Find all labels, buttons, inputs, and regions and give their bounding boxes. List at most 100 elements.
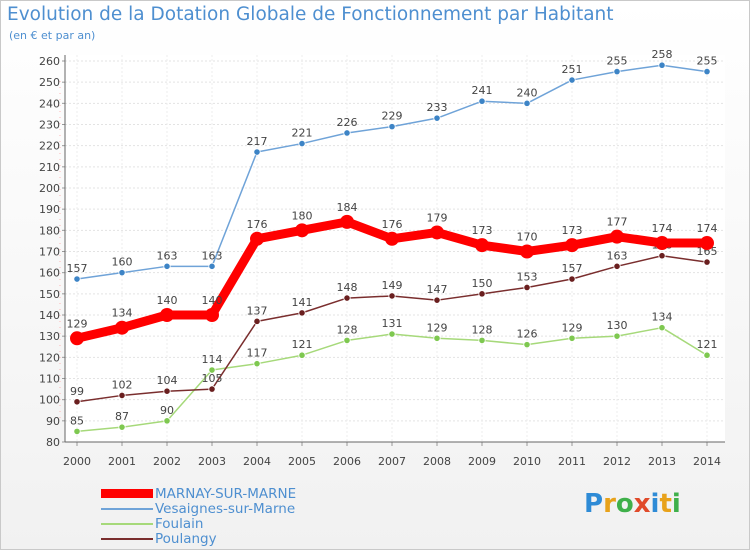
legend-label: MARNAY-SUR-MARNE <box>155 485 297 502</box>
data-point <box>298 351 306 359</box>
logo-letter: i <box>671 489 681 519</box>
data-point <box>613 67 621 76</box>
logo-letter: i <box>650 489 660 519</box>
proxiti-logo: Proxiti <box>584 489 681 519</box>
legend-swatch <box>101 507 153 510</box>
y-tick-label: 90 <box>46 415 60 428</box>
data-label: 87 <box>115 410 129 423</box>
data-point <box>253 317 261 325</box>
data-point <box>163 417 171 425</box>
data-point <box>658 252 666 260</box>
logo-letter: t <box>659 489 672 519</box>
data-label: 258 <box>652 48 673 61</box>
logo-letter: o <box>615 489 634 519</box>
data-label: 165 <box>697 245 718 258</box>
x-tick-label: 2012 <box>603 455 631 468</box>
data-label: 241 <box>472 84 493 97</box>
y-tick-label: 160 <box>39 267 60 280</box>
data-point <box>73 398 81 406</box>
data-point <box>565 238 579 253</box>
logo-letter: x <box>633 489 651 519</box>
y-tick-label: 80 <box>46 436 60 449</box>
data-label: 217 <box>247 135 268 148</box>
data-label: 114 <box>202 353 223 366</box>
data-point <box>613 262 621 270</box>
data-point <box>208 385 216 393</box>
y-tick-label: 150 <box>39 288 60 301</box>
data-point <box>478 290 486 298</box>
y-tick-label: 230 <box>39 119 60 132</box>
data-label: 149 <box>382 279 403 292</box>
data-label: 140 <box>202 294 223 307</box>
y-tick-label: 260 <box>39 55 60 68</box>
legend-item: Foulain <box>101 515 204 532</box>
data-point <box>118 423 126 431</box>
y-tick-label: 210 <box>39 161 60 174</box>
data-point <box>343 129 351 137</box>
data-label: 134 <box>112 307 133 320</box>
data-point <box>205 308 219 322</box>
x-tick-label: 2013 <box>648 455 676 468</box>
data-label: 140 <box>157 294 178 307</box>
x-tick-label: 2001 <box>108 455 136 468</box>
data-label: 163 <box>202 249 223 262</box>
data-point <box>658 61 666 69</box>
data-label: 129 <box>427 321 448 334</box>
data-label: 121 <box>292 338 313 351</box>
data-point <box>385 231 399 246</box>
data-point <box>163 387 171 395</box>
data-point <box>700 236 714 251</box>
y-tick-label: 250 <box>39 76 60 89</box>
data-label: 255 <box>697 55 718 68</box>
data-label: 251 <box>562 63 583 76</box>
data-point <box>523 341 531 349</box>
data-label: 147 <box>427 283 448 296</box>
data-point <box>388 330 396 338</box>
data-point <box>253 360 261 368</box>
data-point <box>568 334 576 342</box>
data-label: 129 <box>67 317 88 330</box>
data-label: 99 <box>70 385 84 398</box>
data-point <box>703 258 711 266</box>
data-point <box>160 308 174 322</box>
data-point <box>298 139 306 148</box>
legend-swatch <box>101 522 153 525</box>
data-label: 255 <box>607 55 628 68</box>
data-label: 163 <box>157 249 178 262</box>
data-point <box>253 148 261 156</box>
data-point <box>250 231 264 246</box>
data-label: 174 <box>697 222 718 235</box>
x-tick-label: 2000 <box>63 455 91 468</box>
data-point <box>118 269 126 277</box>
data-point <box>520 244 534 259</box>
data-point <box>523 283 531 292</box>
data-label: 131 <box>382 317 403 330</box>
data-point <box>208 262 216 270</box>
chart-subtitle: (en € et par an) <box>9 29 96 42</box>
y-tick-label: 170 <box>39 246 60 259</box>
data-point <box>73 427 81 436</box>
data-label: 128 <box>337 323 358 336</box>
data-label: 157 <box>562 262 583 275</box>
data-point <box>430 225 444 240</box>
legend-label: Poulangy <box>155 530 217 547</box>
data-point <box>115 320 129 335</box>
data-label: 128 <box>472 323 493 336</box>
data-label: 157 <box>67 262 88 275</box>
data-point <box>613 332 621 340</box>
data-point <box>433 296 441 304</box>
data-label: 174 <box>652 222 673 235</box>
data-point <box>703 351 711 359</box>
legend-label: Vesaignes-sur-Marne <box>155 500 296 517</box>
data-label: 153 <box>517 270 538 283</box>
data-point <box>208 366 216 374</box>
x-tick-label: 2008 <box>423 455 451 468</box>
data-point <box>523 99 531 107</box>
legend-label: Foulain <box>155 515 204 532</box>
data-label: 173 <box>472 224 493 237</box>
y-tick-label: 240 <box>39 97 60 110</box>
data-label: 176 <box>247 218 268 231</box>
chart-title: Evolution de la Dotation Globale de Fonc… <box>7 4 614 25</box>
x-tick-label: 2014 <box>693 455 721 468</box>
